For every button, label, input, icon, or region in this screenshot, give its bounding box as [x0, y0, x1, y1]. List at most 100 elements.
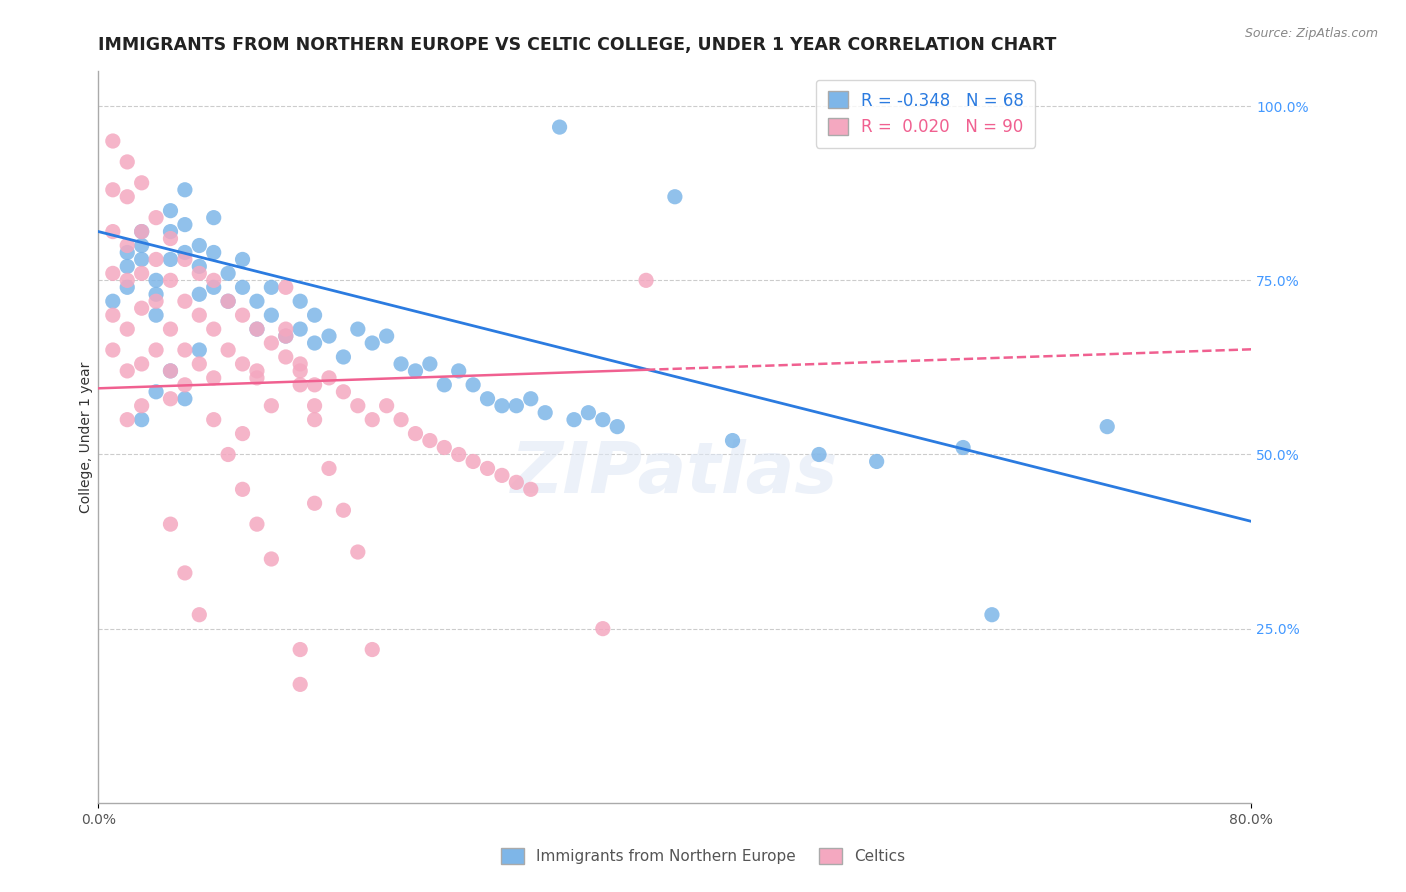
Point — [145, 211, 167, 225]
Point — [117, 155, 139, 169]
Point — [174, 294, 197, 309]
Point — [290, 357, 312, 371]
Point — [332, 503, 354, 517]
Point — [117, 238, 139, 252]
Point — [520, 483, 543, 497]
Point — [246, 322, 269, 336]
Point — [231, 252, 254, 267]
Point — [202, 371, 225, 385]
Point — [174, 183, 197, 197]
Point — [260, 399, 283, 413]
Point — [346, 545, 368, 559]
Legend: R = -0.348   N = 68, R =  0.020   N = 90: R = -0.348 N = 68, R = 0.020 N = 90 — [815, 79, 1035, 148]
Point — [332, 350, 354, 364]
Point — [375, 399, 398, 413]
Point — [447, 364, 470, 378]
Point — [231, 483, 254, 497]
Point — [548, 120, 571, 134]
Point — [217, 343, 239, 357]
Point — [159, 364, 181, 378]
Point — [174, 566, 197, 580]
Point — [246, 517, 269, 532]
Point — [117, 260, 139, 274]
Point — [159, 225, 181, 239]
Point — [188, 238, 211, 252]
Point — [202, 273, 225, 287]
Point — [636, 273, 658, 287]
Point — [188, 607, 211, 622]
Point — [117, 364, 139, 378]
Point — [131, 399, 153, 413]
Point — [346, 399, 368, 413]
Point — [290, 642, 312, 657]
Point — [188, 266, 211, 280]
Point — [375, 329, 398, 343]
Point — [866, 454, 889, 468]
Point — [131, 238, 153, 252]
Point — [202, 245, 225, 260]
Point — [174, 218, 197, 232]
Point — [274, 280, 297, 294]
Point — [562, 412, 585, 426]
Point — [578, 406, 600, 420]
Point — [520, 392, 543, 406]
Point — [361, 336, 384, 351]
Point — [101, 294, 124, 309]
Point — [461, 377, 484, 392]
Point — [174, 343, 197, 357]
Point — [1097, 419, 1119, 434]
Point — [117, 245, 139, 260]
Legend: Immigrants from Northern Europe, Celtics: Immigrants from Northern Europe, Celtics — [495, 842, 911, 871]
Point — [405, 426, 427, 441]
Point — [304, 496, 326, 510]
Text: Source: ZipAtlas.com: Source: ZipAtlas.com — [1244, 27, 1378, 40]
Point — [664, 190, 686, 204]
Point — [101, 134, 124, 148]
Point — [606, 419, 628, 434]
Point — [721, 434, 744, 448]
Y-axis label: College, Under 1 year: College, Under 1 year — [79, 361, 93, 513]
Point — [361, 412, 384, 426]
Text: ZIPatlas: ZIPatlas — [512, 439, 838, 508]
Point — [159, 322, 181, 336]
Point — [260, 280, 283, 294]
Point — [159, 364, 181, 378]
Point — [188, 357, 211, 371]
Point — [491, 468, 513, 483]
Point — [246, 364, 269, 378]
Point — [246, 322, 269, 336]
Point — [361, 642, 384, 657]
Point — [318, 461, 340, 475]
Point — [274, 329, 297, 343]
Point — [174, 392, 197, 406]
Point — [217, 266, 239, 280]
Point — [202, 211, 225, 225]
Point — [101, 343, 124, 357]
Point — [419, 357, 441, 371]
Point — [188, 308, 211, 322]
Point — [260, 552, 283, 566]
Point — [592, 622, 614, 636]
Point — [260, 308, 283, 322]
Point — [290, 322, 312, 336]
Point — [260, 336, 283, 351]
Point — [188, 343, 211, 357]
Point — [131, 357, 153, 371]
Point — [159, 517, 181, 532]
Point — [231, 308, 254, 322]
Point — [304, 412, 326, 426]
Point — [433, 441, 456, 455]
Point — [304, 399, 326, 413]
Point — [290, 377, 312, 392]
Point — [534, 406, 557, 420]
Point — [217, 448, 239, 462]
Point — [174, 252, 197, 267]
Point — [117, 322, 139, 336]
Point — [290, 294, 312, 309]
Point — [505, 475, 527, 490]
Point — [419, 434, 441, 448]
Point — [592, 412, 614, 426]
Point — [117, 412, 139, 426]
Point — [217, 294, 239, 309]
Point — [101, 308, 124, 322]
